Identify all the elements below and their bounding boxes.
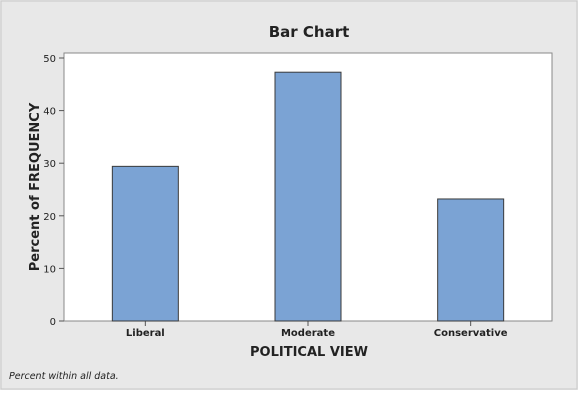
x-axis: Liberal Moderate Conservative [126, 321, 508, 339]
y-tick-label: 10 [43, 264, 56, 275]
bars [111, 71, 505, 322]
y-tick-label: 30 [43, 159, 56, 170]
x-axis-label: POLITICAL VIEW [250, 345, 368, 360]
bar-moderate [274, 71, 342, 322]
footnote: Percent within all data. [9, 371, 119, 382]
bar-conservative [437, 198, 505, 322]
y-axis: 0 10 20 30 40 50 [43, 54, 64, 328]
y-tick-label: 0 [50, 317, 56, 328]
y-axis-label: Percent of FREQUENCY [28, 102, 43, 271]
x-tick-label: Conservative [434, 328, 508, 339]
y-tick-label: 40 [43, 107, 56, 118]
x-tick-label: Liberal [126, 328, 165, 339]
x-tick-label: Moderate [281, 328, 335, 339]
chart-title: Bar Chart [269, 23, 350, 41]
y-tick-label: 20 [43, 212, 56, 223]
y-tick-label: 50 [43, 54, 56, 65]
bar-liberal [111, 165, 179, 322]
